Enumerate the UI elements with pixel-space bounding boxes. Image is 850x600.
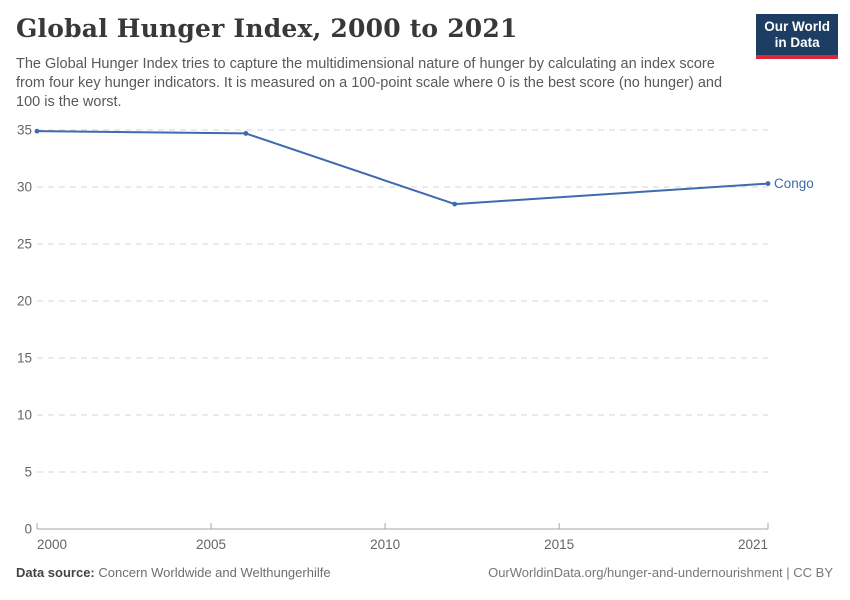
data-source-label: Data source: [16,565,95,580]
data-source-value: Concern Worldwide and Welthungerhilfe [94,565,331,580]
x-tick-label-2015: 2015 [544,537,574,552]
owid-url-link[interactable]: OurWorldinData.org/hunger-and-undernouri… [488,565,833,580]
y-tick-label-35: 35 [17,123,32,138]
y-tick-label-5: 5 [24,465,32,480]
y-tick-label-20: 20 [17,294,32,309]
y-tick-label-0: 0 [24,522,32,537]
y-tick-label-30: 30 [17,180,32,195]
series-line-congo[interactable] [36,130,769,206]
page-title: Global Hunger Index, 2000 to 2021 [16,14,518,43]
y-tick-label-10: 10 [17,408,32,423]
data-point-congo-2006[interactable] [243,131,249,136]
data-source: Data source: Concern Worldwide and Welth… [16,565,331,580]
x-tick-label-2010: 2010 [370,537,400,552]
x-tick-label-2000: 2000 [37,537,67,552]
y-tick-label-25: 25 [17,237,32,252]
y-tick-label-15: 15 [17,351,32,366]
chart-subtitle: The Global Hunger Index tries to capture… [16,56,723,110]
owid-logo[interactable]: Our World in Data [756,14,838,59]
series-end-label-congo[interactable]: Congo [774,176,814,191]
data-point-congo-2012[interactable] [452,201,458,207]
owid-logo-line1: Our World [764,19,830,34]
x-tick-label-2021: 2021 [738,537,768,552]
owid-logo-line2: in Data [774,35,820,50]
data-point-congo-2021[interactable] [765,181,771,186]
chart-footer: Data source: Concern Worldwide and Welth… [0,565,850,580]
x-tick-label-2005: 2005 [196,537,226,552]
data-point-congo-2000[interactable] [34,128,40,134]
